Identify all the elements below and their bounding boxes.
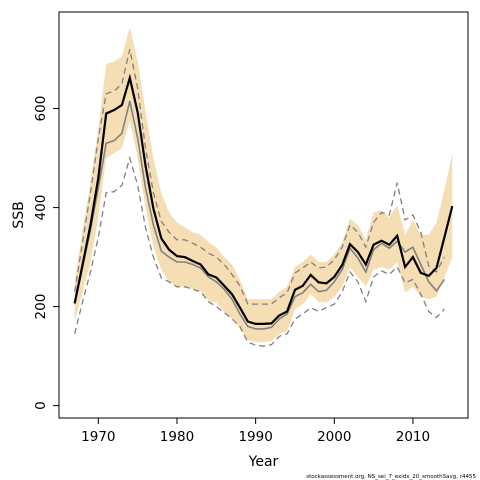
footnote: stockassessment.org, NS_sei_7_exidx_20_s… [306,474,476,480]
ssb-estimate-line [73,73,454,325]
y-tick-label: 0 [33,401,49,410]
x-axis: 1970 1980 1990 2000 2010 [81,417,430,445]
y-tick-label: 600 [33,96,49,122]
x-tick-label: 2000 [317,429,351,445]
y-axis-title: SSB [11,201,27,228]
y-axis: 0 200 400 600 [33,96,60,410]
confidence-band [74,26,453,343]
y-tick-label: 400 [33,195,49,221]
previous-estimate-line [73,100,446,330]
previous-lower-ci-line [74,155,445,347]
x-tick-label: 1980 [160,429,194,445]
previous-upper-ci-line [74,48,445,305]
x-tick-label: 1990 [238,429,272,445]
x-tick-label: 1970 [81,429,115,445]
series-lines [73,48,454,347]
x-axis-title: Year [248,454,279,470]
y-tick-label: 200 [33,294,49,320]
ci-band-area [74,26,453,343]
x-tick-label: 2010 [396,429,430,445]
